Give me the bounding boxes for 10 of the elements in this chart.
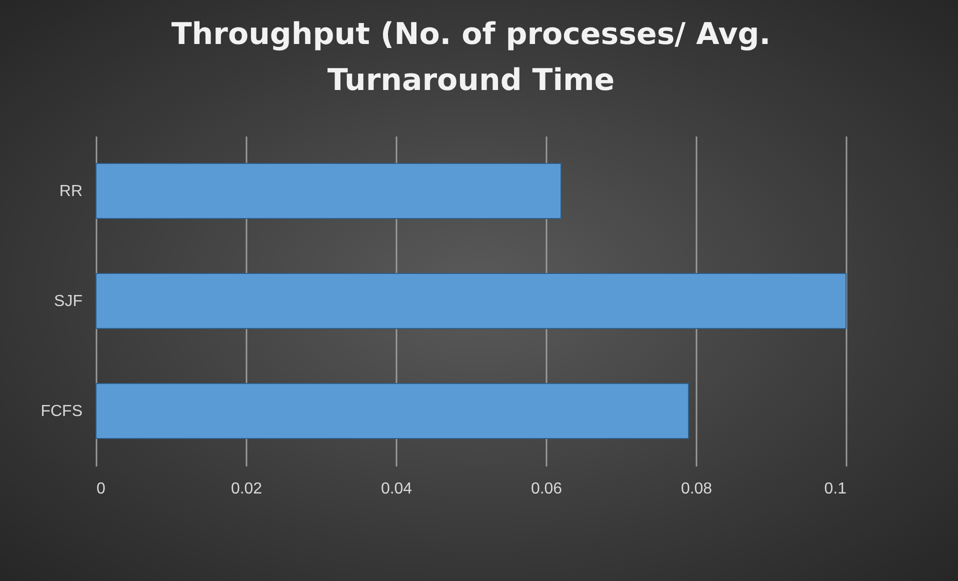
x-tick-label: 0.08 (680, 480, 712, 498)
chart-title: Throughput (No. of processes/ Avg. Turnaround Time (171, 17, 771, 98)
y-tick-label: RR (59, 183, 82, 200)
x-tick-label: 0.1 (824, 480, 847, 498)
x-tick-label: 0.04 (380, 480, 412, 498)
y-tick-label: FCFS (40, 403, 82, 420)
y-tick-label: SJF (54, 293, 83, 310)
x-tick-label: 0.06 (530, 480, 562, 498)
x-tick-label: 0.02 (230, 480, 262, 498)
x-tick-label: 0 (96, 480, 106, 498)
